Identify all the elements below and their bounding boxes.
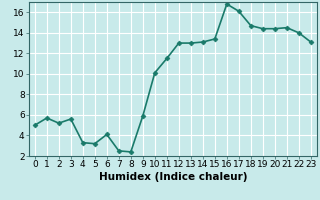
- X-axis label: Humidex (Indice chaleur): Humidex (Indice chaleur): [99, 172, 247, 182]
